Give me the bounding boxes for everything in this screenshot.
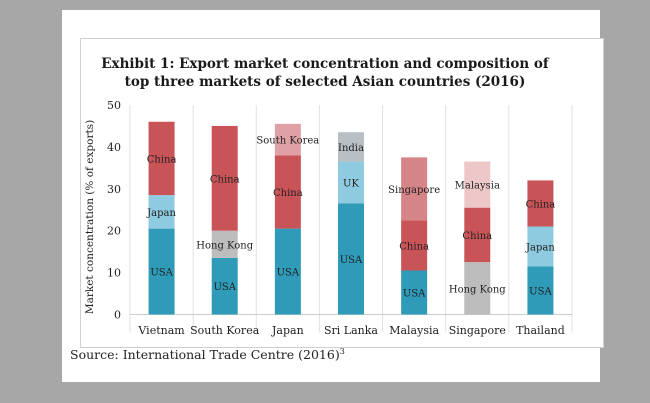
source-text: Source: International Trade Centre (2016… [70,347,340,363]
x-tick-label: Singapore [449,324,506,337]
bar-segment [464,207,491,263]
bar-segment [338,203,364,315]
bar-segment [401,220,428,271]
y-tick-label: 0 [114,309,121,322]
source-note: Source: International Trade Centre (2016… [70,347,345,362]
bar-segment [527,180,554,227]
segment-label: China [210,174,240,185]
segment-label: China [147,154,177,165]
segment-label: China [399,241,429,252]
bar-segment [148,228,175,315]
segment-label: China [273,188,303,199]
bar-segment [148,195,175,229]
x-tick-label: Japan [271,324,304,337]
bars-group: USA Japan China USA Hong Kong China USA China So… [146,121,556,315]
x-tick-label: Malaysia [389,324,439,337]
y-tick-label: 40 [107,141,121,154]
segment-label: UK [343,179,359,190]
segment-label: Japan [525,242,555,253]
y-axis-ticks: 0 10 20 30 40 50 [107,99,121,322]
bar-segment [211,125,238,231]
chart-title-line-1: Exhibit 1: Export market concentration a… [101,56,550,72]
x-tick-label: Vietnam [137,324,185,337]
segment-label: Hong Kong [196,240,253,251]
category-dividers [129,105,573,333]
y-tick-label: 50 [107,99,121,112]
bar-segment [527,266,554,315]
bar-segment [527,226,554,267]
segment-label: USA [340,255,363,266]
segment-label: South Korea [256,136,319,147]
bar-segment [211,230,238,258]
bar-segment [464,262,491,315]
y-axis-label: Market concentration (% of exports) [84,120,96,314]
bar-segment [401,157,428,221]
bar-segment [338,132,364,162]
x-tick-label: South Korea [190,324,260,337]
source-superscript: 3 [339,347,345,356]
y-tick-label: 30 [107,183,121,196]
bar-segment [401,270,428,315]
segment-label: Malaysia [455,181,500,192]
segment-label: Japan [146,208,176,219]
bar-segment [274,123,301,156]
bar-segment [274,155,301,229]
bar-segment [211,257,238,315]
segment-label: Hong Kong [449,284,506,295]
segment-label: India [338,143,364,154]
segment-label: USA [277,268,300,279]
x-tick-label: Sri Lanka [324,324,378,337]
y-tick-label: 10 [107,267,121,280]
y-tick-label: 20 [107,225,121,238]
x-tick-label: Thailand [516,324,565,337]
segment-label: USA [529,286,552,297]
segment-label: China [462,231,492,242]
segment-label: China [526,199,556,210]
x-axis-ticks: Vietnam South Korea Japan Sri Lanka Malaysia… [137,324,564,337]
segment-label: USA [403,289,426,300]
chart-title-line-2: top three markets of selected Asian coun… [125,74,526,90]
segment-label: USA [150,268,173,279]
bar-segment [464,161,491,208]
segment-label: Singapore [388,185,440,196]
bar-segment [274,228,301,315]
segment-label: USA [213,282,236,293]
bar-segment [338,161,364,204]
bar-segment [148,121,175,196]
